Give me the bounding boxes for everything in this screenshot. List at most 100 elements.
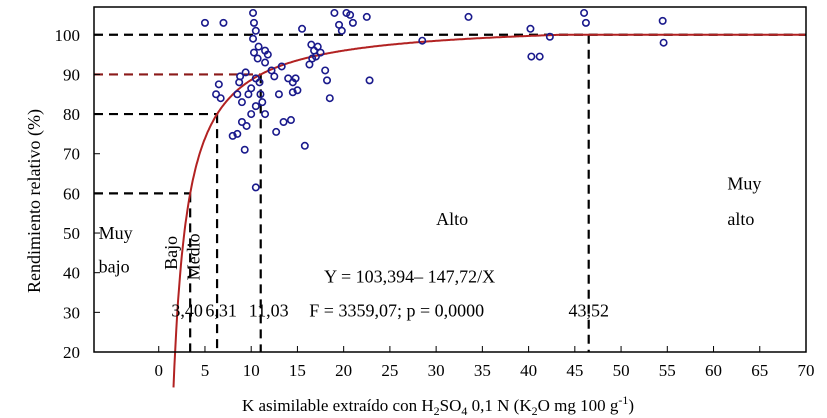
data-point [251,183,260,192]
y-tick-label: 100 [55,26,81,45]
data-point [330,8,339,17]
data-point [305,60,314,69]
x-axis-label-part: K asimilable extraído con H [242,396,434,415]
zone-label: Muy [99,223,133,243]
x-tick-label: 25 [381,361,398,380]
plot-frame [93,6,807,353]
data-point [658,16,667,25]
x-axis-label-part: SO [440,396,462,415]
data-point [233,129,242,138]
x-tick-label: 70 [798,361,815,380]
y-tick-label: 20 [63,343,80,362]
y-tick-label: 30 [63,303,80,322]
data-point [214,80,223,89]
x-tick-label: 5 [201,361,210,380]
x-axis-label-subscript: 4 [461,404,467,418]
data-point [286,116,295,125]
zone-label: Medio [183,233,203,280]
x-tick-label: 20 [335,361,352,380]
data-point [272,127,281,136]
data-point [219,18,228,27]
data-point [228,131,237,140]
data-point [581,18,590,27]
data-point [255,78,264,87]
data-point [249,48,258,57]
data-point [247,110,256,119]
data-point [254,42,263,51]
axes: 0 5 10 15 20 25 30 35 40 45 50 55 60 65 70 20 30 40 50 60 70… [55,26,815,380]
x-tick-label: 10 [243,361,260,380]
data-point [346,10,355,19]
y-tick-label: 80 [63,105,80,124]
data-point [249,18,258,27]
y-tick-label: 70 [63,145,80,164]
zone-label: alto [727,209,754,229]
y-axis-label: Rendimiento relativo (%) [24,109,45,293]
data-point [261,110,270,119]
x-axis-label-part: O mg 100 g [538,396,619,415]
data-point [277,62,286,71]
data-point [236,72,245,81]
y-tick-label: 40 [63,264,80,283]
x-axis-label-superscript: -1 [618,393,628,407]
data-point [237,118,246,127]
fitted-curve [172,33,806,388]
data-point [321,66,330,75]
data-point [325,94,334,103]
data-point [200,18,209,27]
x-tick-label: 15 [289,361,306,380]
x-axis-label-part: ) [628,396,634,415]
equation-label: Y = 103,394– 147,72/X [324,267,495,287]
data-point [263,50,272,59]
x-tick-label: 45 [566,361,583,380]
data-point [365,76,374,85]
x-tick-label: 30 [428,361,445,380]
data-points [200,8,668,192]
data-point [251,102,260,111]
data-point [323,76,332,85]
data-point [249,8,258,17]
data-point [464,12,473,21]
y-tick-label: 60 [63,184,80,203]
threshold-value-label: 11,03 [249,300,289,320]
data-point [291,74,300,83]
data-point [535,52,544,61]
data-point [247,84,256,93]
data-point [261,58,270,67]
data-point [216,94,225,103]
data-point [337,26,346,35]
x-tick-label: 50 [613,361,630,380]
data-point [279,118,288,127]
threshold-value-label: 43,52 [568,300,609,320]
x-tick-label: 40 [520,361,537,380]
data-point [258,98,267,107]
data-point [288,88,297,97]
data-point [233,90,242,99]
x-tick-label: 0 [154,361,163,380]
y-tick-label: 90 [63,65,80,84]
data-point [237,98,246,107]
x-tick-label: 65 [751,361,768,380]
zone-label: Bajo [161,236,181,270]
threshold-value-label: 6,31 [205,300,237,320]
data-point [659,38,668,47]
data-point [362,12,371,21]
zone-label: Alto [436,209,468,229]
data-point [418,36,427,45]
data-point [580,8,589,17]
statistics-label: F = 3359,07; p = 0,0000 [309,300,484,320]
data-point [527,52,536,61]
x-axis-label-subscript: 2 [434,404,440,418]
x-tick-label: 35 [474,361,491,380]
data-point [212,90,221,99]
annotations: 3,40 6,31 11,03 43,52 Muy bajo Bajo Medio Alto Mu… [99,173,762,320]
data-point [256,90,265,99]
data-point [300,141,309,150]
data-point [274,90,283,99]
data-point [526,24,535,33]
data-point [249,34,258,43]
data-point [242,121,251,130]
x-axis-label-part: 0,1 N (K [467,396,532,415]
data-point [270,72,279,81]
